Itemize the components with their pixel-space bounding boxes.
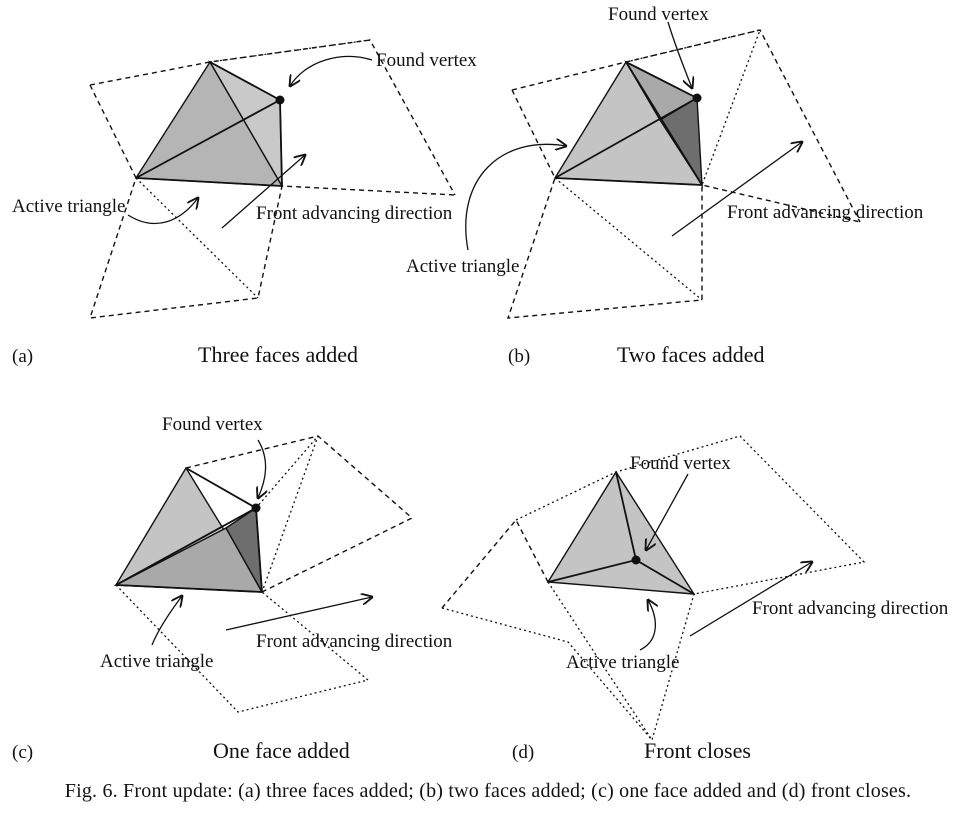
panel-b-found-vertex-label: Found vertex bbox=[608, 4, 709, 25]
panel-d-found-vertex-arrow bbox=[646, 473, 689, 550]
panel-b-mesh-top bbox=[511, 29, 861, 223]
panel-a-active-arrow bbox=[127, 198, 198, 225]
panel-b-edge-3 bbox=[625, 61, 703, 186]
panel-d-front-arrow bbox=[689, 562, 812, 637]
panel-d-letter: (d) bbox=[512, 742, 534, 763]
panel-b-mesh-inner-2 bbox=[625, 29, 762, 186]
panel-c-front-arrow bbox=[225, 597, 372, 631]
panel-b-front-direction-label: Front advancing direction bbox=[727, 202, 924, 223]
panel-d-mesh-lower bbox=[441, 593, 695, 742]
panel-d-found-vertex-label: Found vertex bbox=[630, 453, 731, 474]
panel-d-front-direction-label: Front advancing direction bbox=[752, 598, 949, 619]
panel-d-mesh-outer bbox=[515, 435, 866, 595]
panel-c-edge-4 bbox=[255, 507, 263, 593]
panel-b-found-vertex-dot bbox=[692, 93, 702, 103]
panel-d: Found vertex Active triangle Front advan… bbox=[441, 435, 949, 763]
panel-d-active-triangle-label: Active triangle bbox=[566, 652, 679, 673]
panel-a-found-vertex-arrow bbox=[290, 55, 373, 86]
panel-c-edge-2 bbox=[185, 467, 257, 509]
panel-a-edge-2 bbox=[209, 61, 281, 101]
panel-b-edge-2 bbox=[625, 61, 698, 99]
panel-a-mesh-inner-1 bbox=[135, 177, 259, 299]
figure-caption: Fig. 6. Front update: (a) three faces ad… bbox=[64, 780, 912, 802]
panel-c-active-arrow bbox=[151, 596, 182, 646]
panel-c-mesh-top bbox=[185, 435, 414, 593]
panel-b-active-arrow bbox=[465, 144, 566, 251]
panel-c-edge-3 bbox=[115, 584, 263, 593]
panel-a-subtitle: Three faces added bbox=[198, 342, 358, 367]
panel-a-letter: (a) bbox=[12, 346, 33, 367]
panel-c-edge-1 bbox=[115, 507, 257, 586]
panel-b-subtitle: Two faces added bbox=[617, 342, 765, 367]
panel-a-front-direction-label: Front advancing direction bbox=[256, 203, 453, 224]
panel-d-subtitle: Front closes bbox=[644, 738, 751, 763]
panel-c-found-vertex-arrow bbox=[258, 439, 266, 498]
panel-a-active-triangle-label: Active triangle bbox=[12, 196, 125, 217]
panel-a-edge-1 bbox=[135, 99, 281, 179]
panel-b-front-arrow bbox=[671, 142, 802, 237]
panel-b-edge-4 bbox=[554, 177, 703, 186]
panel-b-found-vertex-arrow bbox=[667, 21, 692, 88]
panel-d-edge-3 bbox=[635, 559, 695, 595]
panel-d-mesh-inner bbox=[547, 581, 653, 741]
panel-a-edge-4 bbox=[135, 177, 283, 187]
panel-d-found-vertex-dot bbox=[631, 555, 641, 565]
panel-b-mesh-inner-1 bbox=[554, 177, 703, 301]
panel-a: Found vertex Active triangle Front advan… bbox=[12, 39, 477, 367]
panel-a-mesh-left bbox=[88, 84, 456, 319]
panel-a-found-vertex-dot bbox=[275, 95, 285, 105]
panel-b-edge-1 bbox=[554, 97, 698, 179]
panel-c-front-direction-label: Front advancing direction bbox=[256, 631, 453, 652]
panel-d-edge-2 bbox=[547, 559, 637, 583]
panel-b-mesh-left bbox=[506, 89, 861, 319]
panel-b: Found vertex Active triangle Front advan… bbox=[406, 4, 924, 367]
panel-c-letter: (c) bbox=[12, 742, 33, 763]
panel-a-mesh-inner-2 bbox=[209, 39, 371, 63]
panel-c-found-vertex-label: Found vertex bbox=[162, 414, 263, 435]
panel-d-mesh-left bbox=[441, 518, 549, 609]
panel-a-edge-3 bbox=[279, 99, 283, 187]
panel-b-active-triangle-label: Active triangle bbox=[406, 256, 519, 277]
panel-c-found-vertex-dot bbox=[251, 503, 261, 513]
panel-a-found-vertex-label: Found vertex bbox=[376, 50, 477, 71]
panel-d-edge-1 bbox=[615, 471, 637, 561]
panel-d-active-arrow bbox=[639, 600, 655, 651]
panel-c-active-triangle-label: Active triangle bbox=[100, 651, 213, 672]
panel-b-letter: (b) bbox=[508, 346, 530, 367]
panel-a-front-arrow bbox=[221, 155, 305, 229]
panel-c-subtitle: One face added bbox=[213, 738, 350, 763]
panel-c: Found vertex Active triangle Front advan… bbox=[12, 414, 453, 763]
